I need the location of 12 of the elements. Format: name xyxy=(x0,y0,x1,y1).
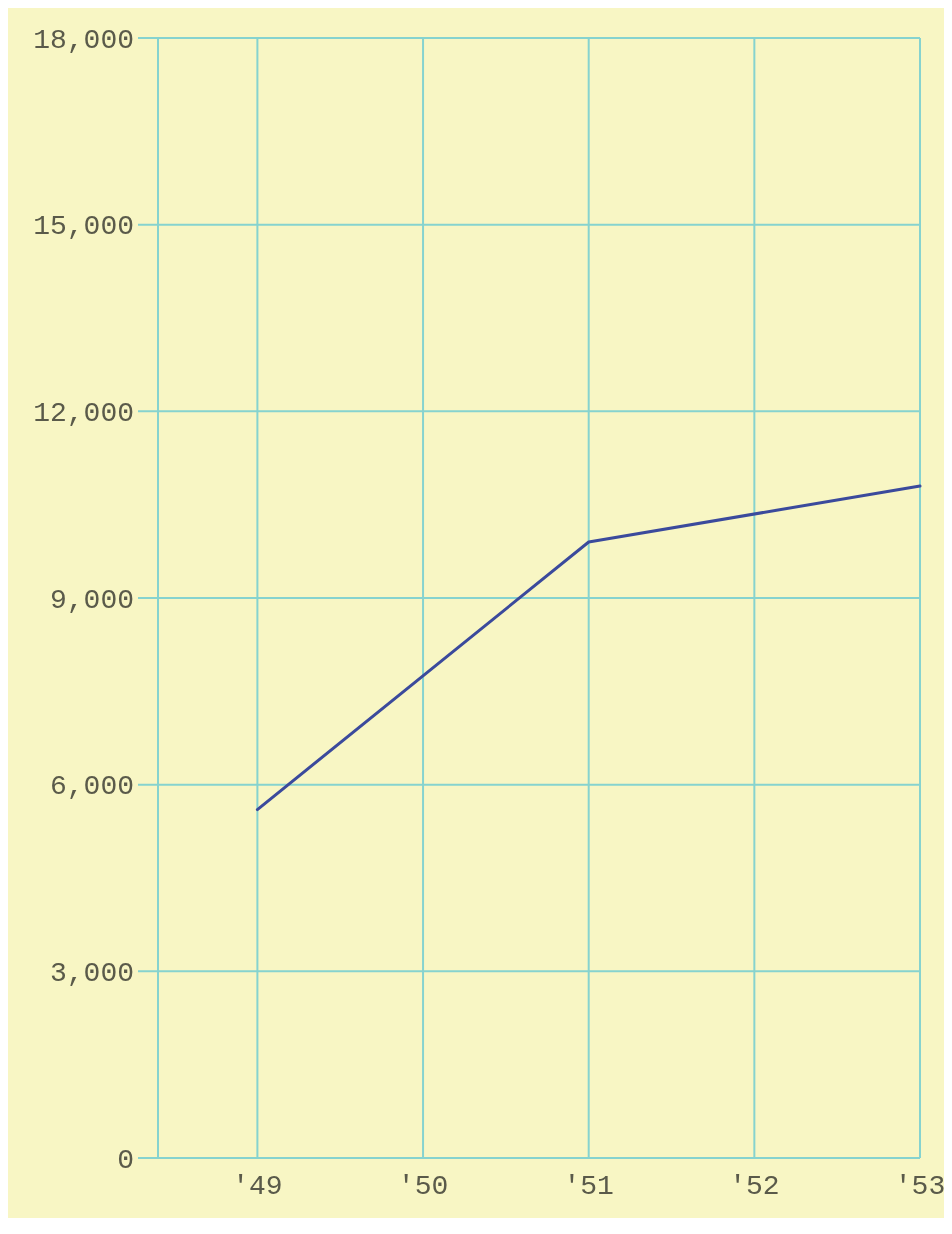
y-tick-label: 9,000 xyxy=(49,584,134,616)
x-tick-label: '49 xyxy=(232,1171,283,1202)
x-tick-label: '52 xyxy=(729,1171,780,1202)
x-tick-label: '53 xyxy=(894,1171,946,1202)
y-tick-label: 6,000 xyxy=(49,771,134,803)
x-tick-label: '51 xyxy=(563,1171,614,1202)
x-tick-label: '50 xyxy=(397,1171,449,1202)
y-tick-label: 15,000 xyxy=(33,211,134,243)
y-tick-label: 3,000 xyxy=(49,958,134,990)
y-tick-label: 18,000 xyxy=(33,24,134,56)
y-tick-label: 0 xyxy=(117,1144,134,1176)
y-tick-label: 12,000 xyxy=(33,398,134,430)
